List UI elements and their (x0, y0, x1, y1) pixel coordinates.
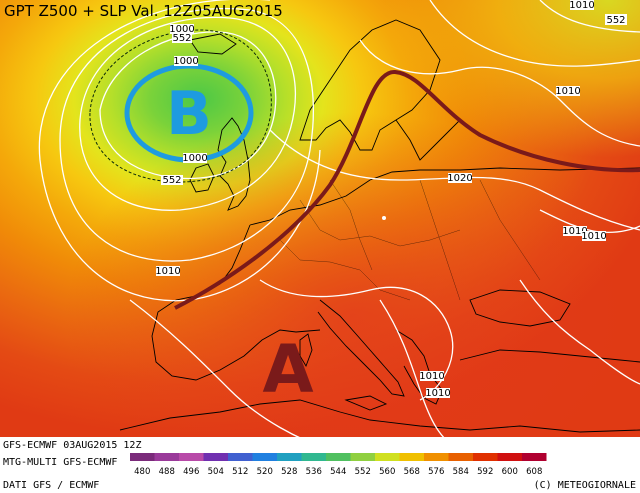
data-source: DATI GFS / ECMWF (3, 480, 99, 491)
colorbar-swatch (130, 453, 155, 461)
run-info: GFS-ECMWF 03AUG2015 12Z (3, 440, 141, 451)
low-pressure-letter: B (166, 79, 212, 149)
isobar-label: 1020 (447, 173, 472, 184)
footer-band (0, 437, 640, 493)
map-title: GPT Z500 + SLP Val. 12Z05AUG2015 (4, 2, 283, 20)
isobar-label: 1000 (182, 153, 207, 164)
ridge-axis-line (174, 70, 640, 310)
colorbar-swatch (497, 453, 522, 461)
colorbar-swatch (350, 453, 375, 461)
colorbar-label: 488 (159, 467, 175, 477)
isobar-label: 1010 (155, 266, 180, 277)
isobar-label: 1010 (555, 86, 580, 97)
colorbar-label: 608 (526, 467, 542, 477)
colorbar-label: 576 (428, 467, 444, 477)
colorbar-label: 520 (257, 467, 273, 477)
isobar-label: 1010 (581, 231, 606, 242)
colorbar-swatch (473, 453, 498, 461)
colorbar-swatch (375, 453, 400, 461)
colorbar-label: 504 (208, 467, 224, 477)
contour-552 (89, 29, 272, 183)
colorbar-label: 512 (232, 467, 248, 477)
colorbar-swatch (448, 453, 473, 461)
country-borders (279, 179, 541, 301)
isobar-label: 1010 (419, 371, 444, 382)
geopotential-field-hot (0, 0, 640, 450)
coastlines (119, 19, 640, 433)
colorbar-swatch (301, 453, 326, 461)
copyright-text: (C) METEOGIORNALE (534, 480, 636, 491)
colorbar-swatch (179, 453, 204, 461)
colorbar-swatch (154, 453, 179, 461)
contour-label: 552 (172, 33, 191, 44)
colorbar-label: 552 (355, 467, 371, 477)
city-marker (382, 216, 386, 220)
colorbar-label: 536 (306, 467, 322, 477)
isobar-label: 1000 (169, 24, 194, 35)
colorbar-label: 600 (502, 467, 518, 477)
colorbar-swatch (522, 453, 547, 461)
contour-label: 552 (162, 175, 181, 186)
isobar-label: 1000 (173, 56, 198, 67)
colorbar-label: 560 (379, 467, 395, 477)
contour-label: 552 (606, 15, 625, 26)
colorbar-swatch (203, 453, 228, 461)
colorbar-legend: 480 488 496 504 512 520 528 536 544 552 560 568 576 5… (130, 453, 547, 477)
colorbar-swatch (228, 453, 253, 461)
isobar-label: 1010 (562, 226, 587, 237)
high-pressure-letter: A (262, 331, 313, 408)
colorbar-label: 496 (183, 467, 199, 477)
isobar-labels: 1000 552 1010 552 1000 1000 552 1010 102… (155, 0, 627, 399)
colorbar-swatch (424, 453, 449, 461)
colorbar-swatch (399, 453, 424, 461)
colorbar-label: 528 (281, 467, 297, 477)
colorbar-label: 592 (477, 467, 493, 477)
colorbar-label: 568 (404, 467, 420, 477)
colorbar-swatch (277, 453, 302, 461)
model-info: MTG-MULTI GFS-ECMWF (3, 457, 117, 468)
colorbar-label: 584 (453, 467, 469, 477)
colorbar-swatch (252, 453, 277, 461)
colorbar-label: 544 (330, 467, 346, 477)
colorbar-swatch (326, 453, 351, 461)
isobar-label: 1010 (569, 0, 594, 11)
isobar-label: 1010 (425, 388, 450, 399)
colorbar-label: 480 (134, 467, 150, 477)
